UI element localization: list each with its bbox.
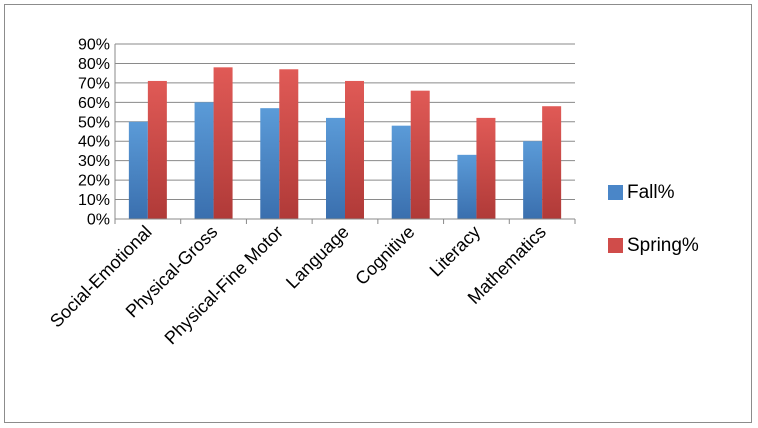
x-category-label: Physical-Fine Motor bbox=[161, 222, 288, 349]
bar-spring bbox=[213, 67, 233, 219]
y-tick-label: 30% bbox=[78, 153, 110, 170]
bar-fall bbox=[457, 154, 477, 219]
bar-fall bbox=[260, 108, 280, 219]
x-category-label: Literacy bbox=[426, 222, 485, 281]
y-tick-label: 0% bbox=[87, 212, 110, 229]
legend-item-spring: Spring% bbox=[608, 234, 748, 258]
legend-swatch-spring bbox=[608, 238, 623, 253]
bar-fall bbox=[194, 102, 214, 219]
chart-frame bbox=[4, 4, 752, 423]
bar-spring bbox=[410, 90, 430, 220]
legend-item-fall: Fall% bbox=[608, 181, 748, 205]
x-category-label: Language bbox=[282, 222, 353, 293]
bar-fall bbox=[391, 125, 411, 219]
legend-swatch-fall bbox=[608, 185, 623, 200]
x-category-label: Cognitive bbox=[351, 222, 418, 289]
y-tick-label: 80% bbox=[78, 56, 110, 73]
legend-label-spring: Spring% bbox=[627, 235, 699, 256]
bar-spring bbox=[476, 117, 496, 219]
y-tick-label: 60% bbox=[78, 95, 110, 112]
y-tick-label: 50% bbox=[78, 114, 110, 131]
bar-fall bbox=[128, 121, 148, 219]
bar-spring bbox=[542, 106, 562, 219]
y-tick-label: 70% bbox=[78, 75, 110, 92]
bar-fall bbox=[326, 117, 345, 219]
y-tick-label: 90% bbox=[78, 37, 110, 54]
bar-spring bbox=[279, 69, 299, 220]
bar-spring bbox=[147, 80, 167, 219]
bar-fall bbox=[523, 141, 543, 219]
y-tick-label: 10% bbox=[78, 192, 110, 209]
bar-spring bbox=[345, 80, 364, 219]
y-tick-label: 40% bbox=[78, 134, 110, 151]
y-tick-label: 20% bbox=[78, 173, 110, 190]
legend-label-fall: Fall% bbox=[627, 182, 675, 203]
